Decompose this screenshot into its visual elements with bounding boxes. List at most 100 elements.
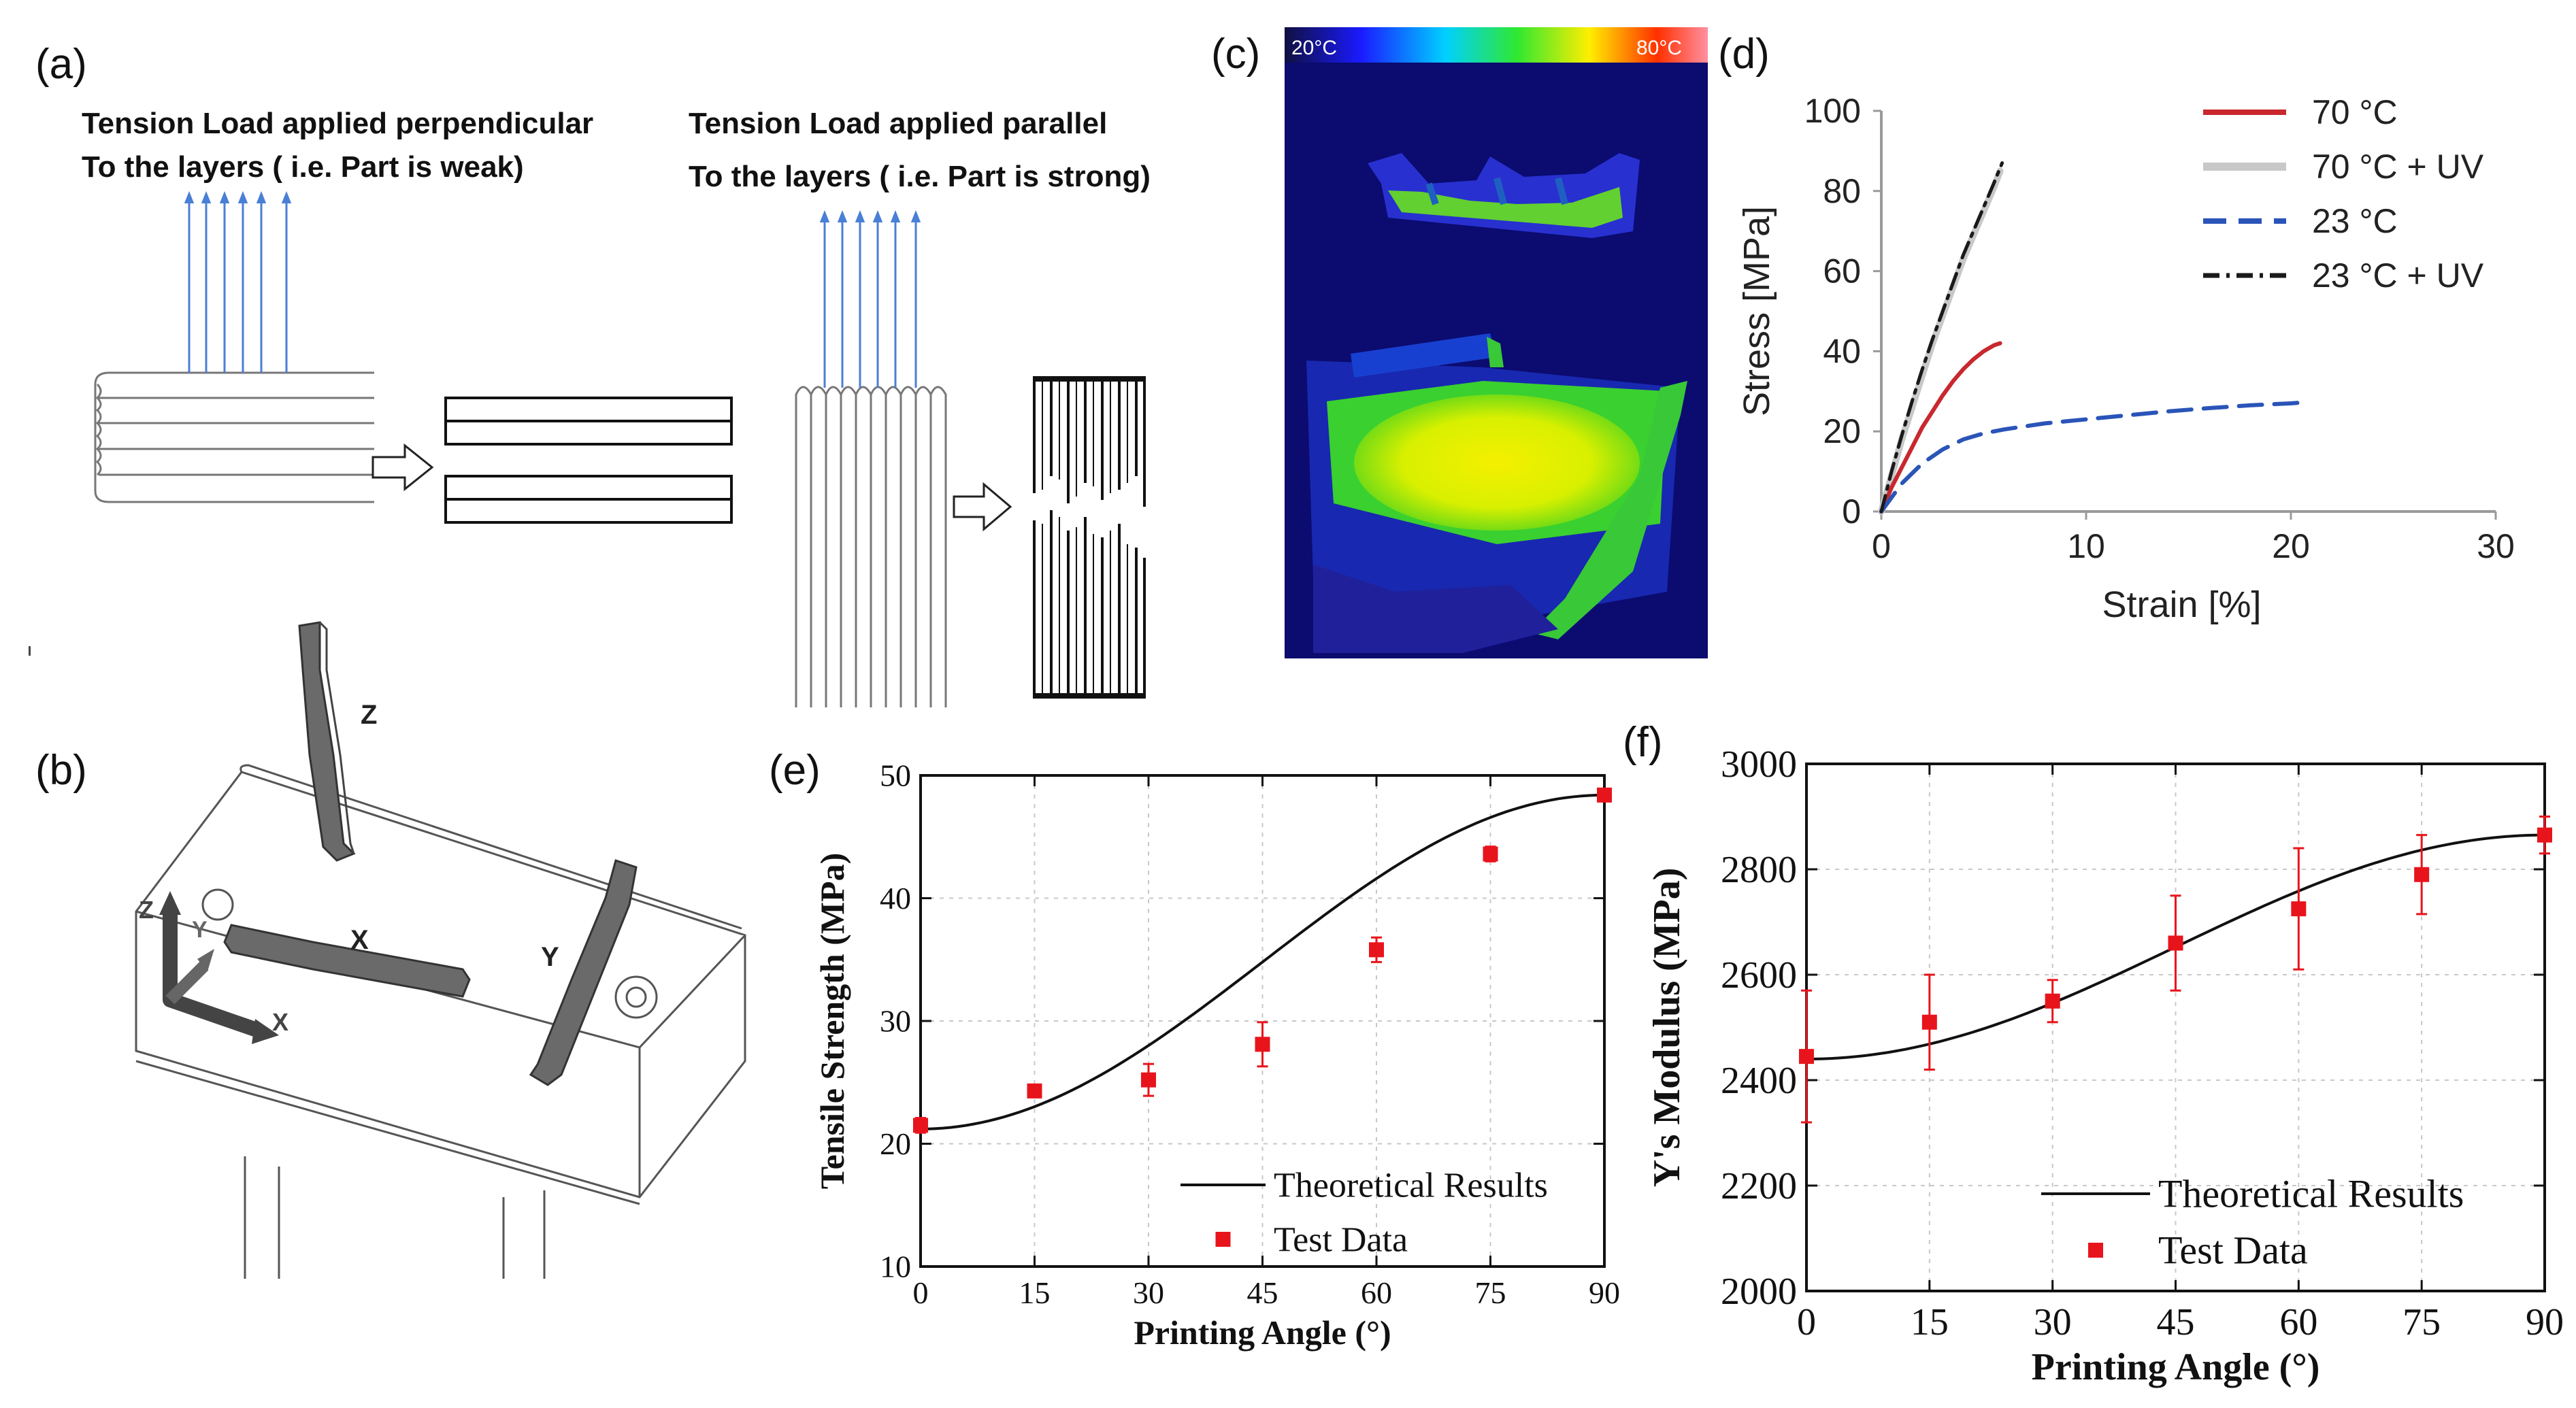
- chart-e-legend-point-swatch: [1215, 1232, 1231, 1247]
- chart-f-test-point: [2414, 867, 2430, 882]
- chart-f-x-tick-label: 45: [2157, 1301, 2195, 1343]
- chart-f-x-tick-label: 30: [2034, 1301, 2072, 1343]
- chart-f: 0 15 30 45 60 75 90 2000 2200 2400 2600 2800 3000 Pri…: [1646, 743, 2564, 1388]
- thermal-scale-max: 80°C: [1636, 37, 1682, 59]
- chart-e-x-tick-label: 75: [1475, 1275, 1506, 1310]
- chart-e-x-label: Printing Angle (°): [1134, 1313, 1391, 1352]
- strong-arrow-icon: [953, 482, 1012, 532]
- chart-d-y-label: Stress [MPa]: [1736, 206, 1777, 416]
- chart-d-x-tick-label: 10: [2067, 527, 2105, 565]
- chart-d-x-label: Strain [%]: [2102, 584, 2261, 625]
- chart-e-legend-label: Test Data: [1274, 1221, 1408, 1260]
- thermal-top-part: [1368, 153, 1640, 238]
- horizontal-layers-block: [94, 371, 374, 503]
- panel-a-right-title-2: To the layers ( i.e. Part is strong): [689, 160, 1151, 193]
- chart-d-series-line: [1878, 167, 2004, 515]
- chart-e-x-tick-label: 90: [1589, 1275, 1620, 1310]
- chart-f-y-tick-label: 2200: [1721, 1165, 1797, 1207]
- parallel-load-arrows: [819, 210, 921, 388]
- chart-d-y-tick-label: 100: [1804, 92, 1861, 130]
- chart-e-test-point: [1369, 942, 1384, 958]
- panel-d-label: (d): [1718, 31, 1770, 78]
- chart-d-y-tick-label: 20: [1823, 412, 1861, 450]
- chart-f-y-tick-label: 2000: [1721, 1271, 1797, 1313]
- panel-a-right-title-1: Tension Load applied parallel: [689, 107, 1107, 140]
- panel-b: (b) Z X Y: [29, 621, 746, 1279]
- chart-f-x-tick-label: 90: [2526, 1301, 2564, 1343]
- chart-f-x-tick-label: 0: [1797, 1301, 1816, 1343]
- chart-d-y-tick-label: 80: [1823, 172, 1861, 210]
- chart-e-test-point: [1141, 1072, 1156, 1088]
- chart-e-test-point: [1597, 787, 1612, 803]
- chart-e-legend-label: Theoretical Results: [1274, 1167, 1548, 1205]
- delaminated-layers: [444, 397, 733, 524]
- specimen-z-label: Z: [361, 700, 377, 730]
- fractured-fibers: [1033, 376, 1146, 699]
- chart-e-x-tick-label: 60: [1361, 1275, 1392, 1310]
- panel-f-label: (f): [1623, 719, 1663, 766]
- chart-d-legend-label: 70 °C: [2312, 93, 2398, 131]
- chart-d-series-line: [1879, 400, 2310, 514]
- chart-f-y-tick-label: 2800: [1721, 849, 1797, 891]
- chart-d-series-line: [1879, 341, 2002, 514]
- chart-d-series-line: [1879, 161, 2004, 514]
- perpendicular-load-arrows: [184, 191, 292, 373]
- chart-e-y-label: Tensile Strength (MPa): [813, 853, 851, 1189]
- chart-e-test-point: [1483, 846, 1498, 862]
- chart-f-y-tick-label: 2400: [1721, 1060, 1797, 1102]
- chart-d-legend-label: 23 °C: [2312, 202, 2398, 240]
- vertical-layers-block: [795, 386, 947, 707]
- thermal-color-scale: [1285, 27, 1708, 63]
- chart-e-test-point: [1255, 1037, 1270, 1052]
- axis-z-label: Z: [139, 896, 154, 924]
- specimen-x-label: X: [350, 925, 369, 955]
- chart-e-y-tick-label: 40: [880, 881, 911, 916]
- chart-d-legend-label: 23 °C + UV: [2312, 256, 2484, 295]
- chart-f-x-label: Printing Angle (°): [2032, 1346, 2320, 1388]
- chart-e-y-tick-label: 20: [880, 1126, 911, 1161]
- chart-f-legend-label: Test Data: [2158, 1228, 2308, 1273]
- chart-f-x-tick-label: 75: [2402, 1301, 2441, 1343]
- specimen-x: X: [223, 924, 471, 998]
- chart-f-y-tick-label: 3000: [1721, 743, 1797, 786]
- chart-e-x-tick-label: 30: [1133, 1275, 1164, 1310]
- chart-f-test-point: [2537, 827, 2552, 843]
- thermal-scale-min: 20°C: [1291, 37, 1337, 59]
- chart-d-y-tick-label: 60: [1823, 252, 1861, 290]
- panel-a: (a) Tension Load applied perpendicular T…: [35, 41, 1151, 707]
- specimen-z: Z: [298, 621, 377, 862]
- panel-c: (c) 20°C 80°C: [1211, 27, 1708, 658]
- specimen-y: Y: [529, 859, 638, 1086]
- chart-f-test-point: [1921, 1014, 1937, 1030]
- panel-b-edge-mark: [29, 646, 31, 656]
- panel-a-left-title-2: To the layers ( i.e. Part is weak): [82, 150, 524, 184]
- coordinate-axes: Z Y X: [139, 891, 288, 1044]
- chart-f-x-tick-label: 60: [2279, 1301, 2317, 1343]
- chart-e-x-tick-label: 0: [913, 1275, 929, 1310]
- panel-d: (d) 0 10 20 30 0 20 40 60 80 100 Strain [%] Stress …: [1718, 31, 2515, 625]
- chart-d-x-tick-label: 20: [2272, 527, 2310, 565]
- chart-f-x-tick-label: 15: [1911, 1301, 1949, 1343]
- chart-e-y-tick-label: 50: [880, 758, 911, 793]
- chart-f-legend-point-swatch: [2088, 1243, 2103, 1258]
- chart-e: 0 15 30 45 60 75 90 10 20 30 40 50 Printing Angle (°…: [813, 758, 1620, 1352]
- specimen-y-label: Y: [541, 942, 559, 972]
- chart-d: 0 10 20 30 0 20 40 60 80 100 Strain [%] Stress [MPa…: [1736, 92, 2515, 625]
- chart-f-legend-label: Theoretical Results: [2158, 1172, 2464, 1216]
- panel-f: (f) 0 15 30 45 60 75 90 2000 2200 2400 2600 2800 300…: [1623, 719, 2564, 1388]
- chart-e-test-point: [913, 1118, 928, 1133]
- panel-c-label: (c): [1211, 31, 1260, 78]
- chart-d-x-tick-label: 30: [2477, 527, 2515, 565]
- chart-f-y-label: Y's Modulus (MPa): [1646, 868, 1688, 1188]
- chart-f-test-point: [1799, 1049, 1814, 1065]
- chart-d-y-tick-label: 40: [1823, 332, 1861, 370]
- chart-d-legend-label: 70 °C + UV: [2312, 148, 2484, 186]
- axis-y-label: Y: [192, 917, 208, 943]
- chart-e-test-point: [1027, 1083, 1042, 1099]
- chart-f-test-point: [2045, 993, 2060, 1009]
- panel-e: (e) 0 15 30 45 60 75 90 10 20 30 40 50 Printing Angl…: [769, 747, 1620, 1352]
- chart-f-test-point: [2291, 901, 2307, 917]
- panel-a-left-title-1: Tension Load applied perpendicular: [82, 107, 593, 140]
